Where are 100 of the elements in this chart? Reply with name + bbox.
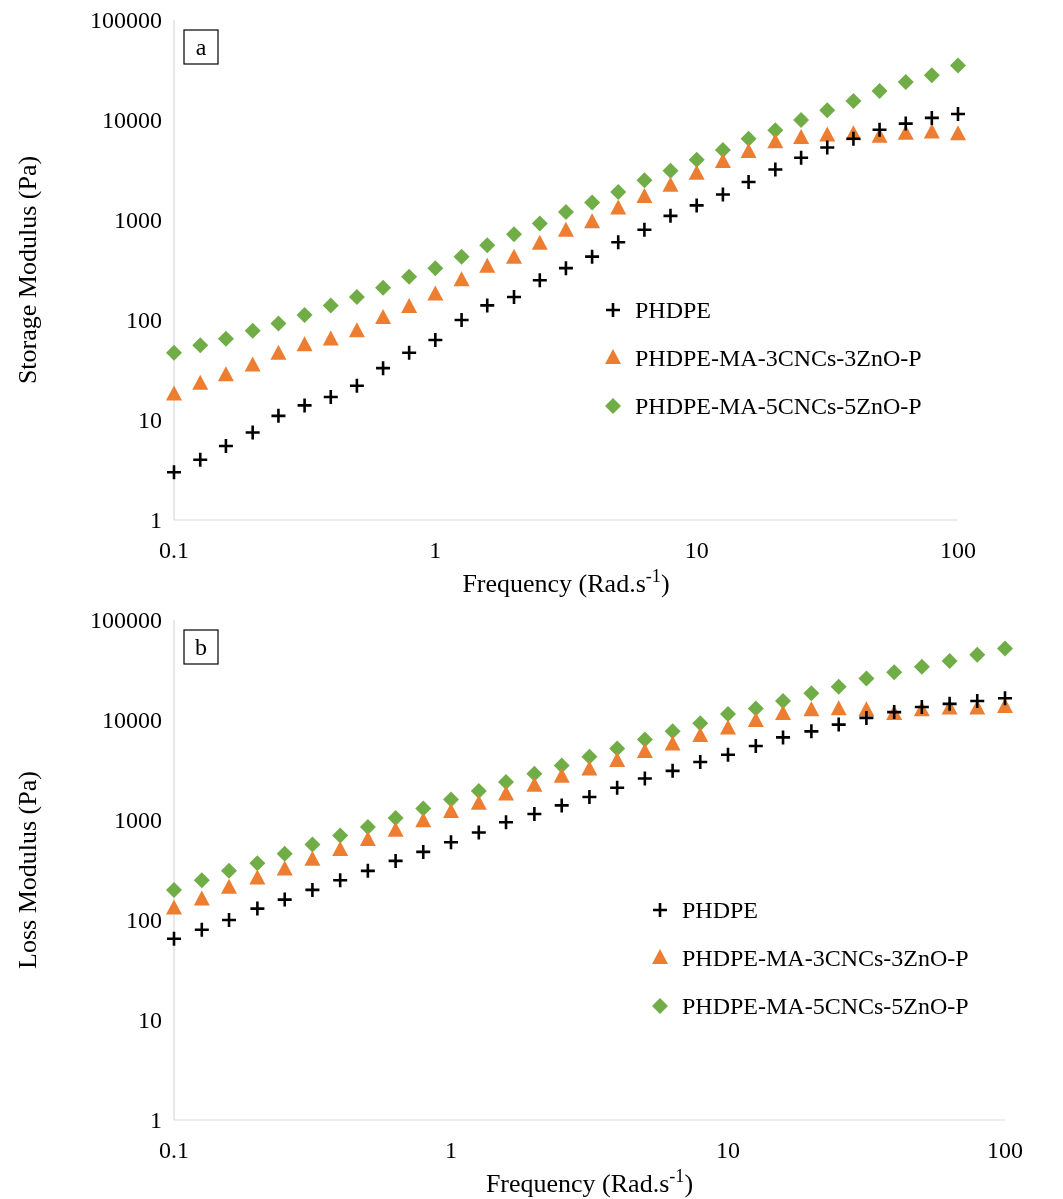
point <box>747 700 764 717</box>
point <box>553 797 571 814</box>
y-tick-label: 10 <box>138 407 162 434</box>
point <box>688 164 705 180</box>
y-tick-label: 10000 <box>102 107 162 134</box>
point <box>400 344 418 362</box>
point <box>609 740 626 757</box>
legend-label: PHDPE <box>635 297 712 324</box>
point <box>775 692 792 709</box>
point <box>375 279 392 296</box>
point <box>348 377 366 395</box>
x-tick-label: 100 <box>987 1137 1023 1163</box>
point <box>348 322 365 338</box>
point <box>775 704 792 720</box>
point <box>664 735 681 751</box>
point <box>740 130 757 147</box>
point <box>581 788 598 806</box>
point <box>249 869 266 885</box>
point <box>767 122 784 139</box>
point <box>296 336 313 352</box>
point <box>427 331 444 349</box>
point <box>793 129 810 145</box>
point <box>692 715 709 732</box>
point <box>747 711 764 727</box>
point <box>923 123 940 139</box>
point <box>636 770 654 787</box>
point <box>276 845 293 862</box>
point <box>304 850 321 866</box>
point <box>553 767 570 783</box>
point <box>498 773 515 790</box>
point <box>923 67 940 84</box>
y-tick-label: 1 <box>150 507 162 534</box>
point <box>688 197 705 214</box>
point <box>793 112 810 128</box>
point <box>845 130 862 148</box>
point <box>913 658 930 675</box>
y-tick-label: 1000 <box>114 207 162 234</box>
point <box>792 149 810 166</box>
point <box>166 899 182 915</box>
point <box>688 151 705 168</box>
point <box>767 133 784 149</box>
point <box>453 248 470 265</box>
point <box>304 881 321 899</box>
point <box>270 315 287 332</box>
point <box>387 852 404 870</box>
point <box>166 344 182 361</box>
point <box>191 451 209 469</box>
point <box>557 221 574 237</box>
point <box>897 115 915 132</box>
x-tick-label: 1 <box>429 537 442 563</box>
x-tick-label: 1 <box>445 1137 457 1163</box>
point <box>830 700 847 716</box>
point <box>296 397 313 414</box>
point <box>526 805 543 823</box>
point <box>359 862 377 880</box>
point <box>470 783 487 799</box>
point <box>719 746 737 763</box>
point <box>453 311 470 329</box>
point <box>479 257 496 273</box>
y-axis-title: Loss Modulus (Pa) <box>13 771 42 969</box>
point <box>830 716 848 733</box>
point <box>886 664 903 681</box>
point <box>526 776 543 792</box>
point <box>374 359 392 377</box>
point <box>505 288 523 306</box>
point <box>950 125 966 141</box>
point <box>714 153 731 169</box>
point <box>581 748 598 765</box>
point <box>803 723 820 740</box>
point <box>803 685 820 702</box>
point <box>332 827 349 844</box>
legend-label: PHDPE-MA-5CNCs-5ZnO-P <box>635 393 922 420</box>
point <box>941 695 958 713</box>
point <box>923 109 941 127</box>
point <box>531 215 548 232</box>
point <box>506 248 522 264</box>
point <box>818 139 836 156</box>
point <box>871 83 888 99</box>
point <box>720 705 736 722</box>
point <box>584 194 601 211</box>
legend-label: PHDPE <box>682 897 759 924</box>
point <box>166 881 182 898</box>
point <box>270 407 287 425</box>
point <box>636 172 653 189</box>
point <box>193 872 210 889</box>
point <box>664 723 681 740</box>
point <box>950 57 966 74</box>
point <box>322 297 339 314</box>
point <box>636 187 653 203</box>
x-tick-label: 100 <box>940 537 976 563</box>
point <box>443 803 459 819</box>
point <box>479 237 496 254</box>
point <box>636 221 653 238</box>
point <box>636 731 653 748</box>
point <box>244 356 261 372</box>
point <box>714 186 732 203</box>
point <box>414 843 432 861</box>
x-tick-label: 10 <box>684 537 709 563</box>
x-tick-label: 0.1 <box>159 537 189 563</box>
point <box>609 751 626 767</box>
